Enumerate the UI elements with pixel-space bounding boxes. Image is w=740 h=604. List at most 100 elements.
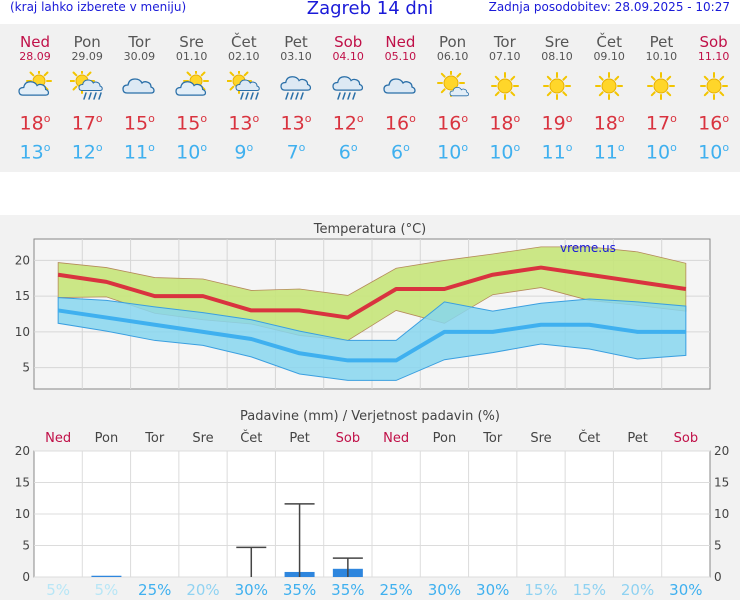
cloud-shape bbox=[174, 81, 206, 96]
cloud-shape bbox=[383, 78, 417, 94]
precipitation-error-bar bbox=[284, 503, 315, 577]
day-name: Ned bbox=[385, 33, 416, 51]
degree-symbol: o bbox=[246, 141, 254, 155]
degree-symbol: o bbox=[43, 141, 51, 155]
cloud-shape bbox=[122, 78, 156, 94]
max-temperature-value: 17 bbox=[645, 112, 671, 135]
degree-symbol: o bbox=[513, 112, 521, 125]
max-temperature-value: 13 bbox=[280, 112, 305, 135]
top-bar: (kraj lahko izberete v meniju) Zagreb 14… bbox=[0, 0, 740, 22]
page-title: Zagreb 14 dni bbox=[306, 0, 434, 19]
sun-icon bbox=[595, 72, 624, 100]
precipitation-day-label: Čet bbox=[578, 430, 600, 446]
max-temperature-value: 15 bbox=[176, 112, 201, 135]
min-temperature: 11o bbox=[583, 135, 635, 165]
degree-symbol: o bbox=[565, 141, 573, 155]
charts-panel: Temperatura (°C) 5 10 15 20 vreme.us Padavine … bbox=[0, 215, 740, 600]
degree-symbol: o bbox=[513, 141, 521, 155]
cloud-shape bbox=[18, 81, 50, 96]
max-temperature-value: 18 bbox=[593, 112, 618, 135]
precipitation-y-tick-left: 10 bbox=[15, 507, 30, 521]
day-date: 28.09 bbox=[19, 50, 51, 63]
sun-rain-icon bbox=[70, 71, 103, 100]
day-date: 11.10 bbox=[697, 50, 730, 63]
charts-svg: Temperatura (°C) 5 10 15 20 vreme.us Padavine … bbox=[15, 222, 730, 599]
min-temperature-value: 9 bbox=[234, 141, 247, 164]
cloud-shape bbox=[78, 79, 103, 91]
min-temperature-value: 13 bbox=[19, 141, 44, 164]
degree-symbol: o bbox=[356, 112, 364, 125]
min-temperature: 7o bbox=[270, 135, 322, 165]
min-temperature: 10o bbox=[635, 135, 687, 165]
precipitation-day-label: Tor bbox=[482, 431, 503, 446]
precipitation-chart-title: Padavine (mm) / Verjetnost padavin (%) bbox=[240, 409, 500, 424]
forecast-day: Ned 05.10 16o 6o bbox=[374, 24, 426, 166]
min-temperature: 12o bbox=[61, 135, 113, 165]
precipitation-day-label: Sob bbox=[674, 431, 698, 446]
forecast-day: Tor 07.10 18o 10o bbox=[479, 24, 531, 166]
day-name: Pet bbox=[649, 33, 674, 51]
forecast-day: Čet 09.10 18o 11o bbox=[583, 24, 635, 166]
forecast-day: Sob 04.10 12o 6o bbox=[322, 24, 374, 166]
max-temperature: 18o bbox=[479, 107, 531, 135]
day-name: Ned bbox=[20, 33, 50, 51]
day-name: Pon bbox=[73, 33, 101, 51]
precipitation-y-tick-left: 20 bbox=[15, 444, 30, 458]
day-date: 30.09 bbox=[123, 50, 156, 63]
rain-cloud-icon bbox=[332, 76, 364, 100]
sun-shape bbox=[595, 72, 624, 100]
day-date: 01.10 bbox=[175, 50, 208, 63]
min-temperature: 9o bbox=[218, 135, 270, 165]
min-temperature: 10o bbox=[166, 135, 218, 165]
precipitation-day-label: Sob bbox=[336, 431, 360, 446]
day-name: Pon bbox=[438, 33, 467, 51]
min-temperature-value: 12 bbox=[71, 141, 96, 164]
max-temperature: 15o bbox=[166, 107, 218, 135]
precipitation-probability: 25% bbox=[379, 581, 412, 599]
forecast-day: Pet 03.10 13o 7o bbox=[270, 24, 322, 166]
location-menu-hint[interactable]: (kraj lahko izberete v meniju) bbox=[10, 0, 187, 14]
precipitation-error-bar bbox=[236, 546, 267, 577]
min-temperature: 10o bbox=[427, 135, 479, 165]
min-temperature-value: 6 bbox=[390, 141, 404, 164]
forecast-day: Sob 11.10 16o 10o bbox=[688, 24, 740, 166]
day-name: Sre bbox=[544, 33, 570, 51]
day-date: 29.09 bbox=[71, 50, 103, 63]
min-temperature: 10o bbox=[688, 135, 740, 165]
precipitation-probability: 35% bbox=[283, 581, 316, 599]
min-temperature: 13o bbox=[9, 135, 61, 165]
precipitation-probability: 20% bbox=[621, 581, 654, 599]
day-name: Pet bbox=[284, 33, 308, 51]
degree-symbol: o bbox=[304, 112, 312, 125]
degree-symbol: o bbox=[43, 112, 51, 125]
max-temperature: 13o bbox=[218, 107, 270, 135]
sun-shape bbox=[436, 71, 465, 97]
sun-icon bbox=[647, 72, 676, 100]
max-temperature: 15o bbox=[113, 107, 165, 135]
max-temperature-value: 16 bbox=[384, 112, 410, 135]
max-temperature-value: 16 bbox=[698, 112, 723, 135]
forecast-day: Sre 01.10 15o 10o bbox=[166, 24, 218, 166]
precipitation-day-label: Ned bbox=[383, 431, 409, 446]
forecast-day: Čet 02.10 13o 9o bbox=[218, 24, 270, 166]
day-date: 07.10 bbox=[489, 50, 521, 63]
precipitation-day-label: Tor bbox=[144, 431, 165, 446]
max-temperature-value: 12 bbox=[332, 112, 357, 135]
max-temperature-value: 16 bbox=[437, 112, 462, 135]
precipitation-day-label: Sre bbox=[192, 431, 213, 446]
min-temperature: 11o bbox=[531, 135, 583, 165]
precipitation-day-label: Pon bbox=[95, 431, 119, 446]
precipitation-day-label: Pet bbox=[289, 431, 309, 446]
temperature-plot bbox=[33, 238, 711, 390]
sun-cloud-icon bbox=[436, 71, 469, 97]
cloud-shape bbox=[449, 87, 469, 97]
precipitation-probability: 5% bbox=[46, 581, 70, 599]
precipitation-bar bbox=[91, 575, 122, 577]
sun-shape bbox=[490, 72, 519, 100]
day-name: Tor bbox=[128, 33, 151, 51]
degree-symbol: o bbox=[252, 112, 260, 125]
precipitation-probability: 30% bbox=[476, 581, 509, 599]
rain-cloud-icon bbox=[280, 76, 312, 100]
max-temperature-value: 18 bbox=[19, 112, 44, 135]
day-name: Čet bbox=[231, 33, 257, 51]
